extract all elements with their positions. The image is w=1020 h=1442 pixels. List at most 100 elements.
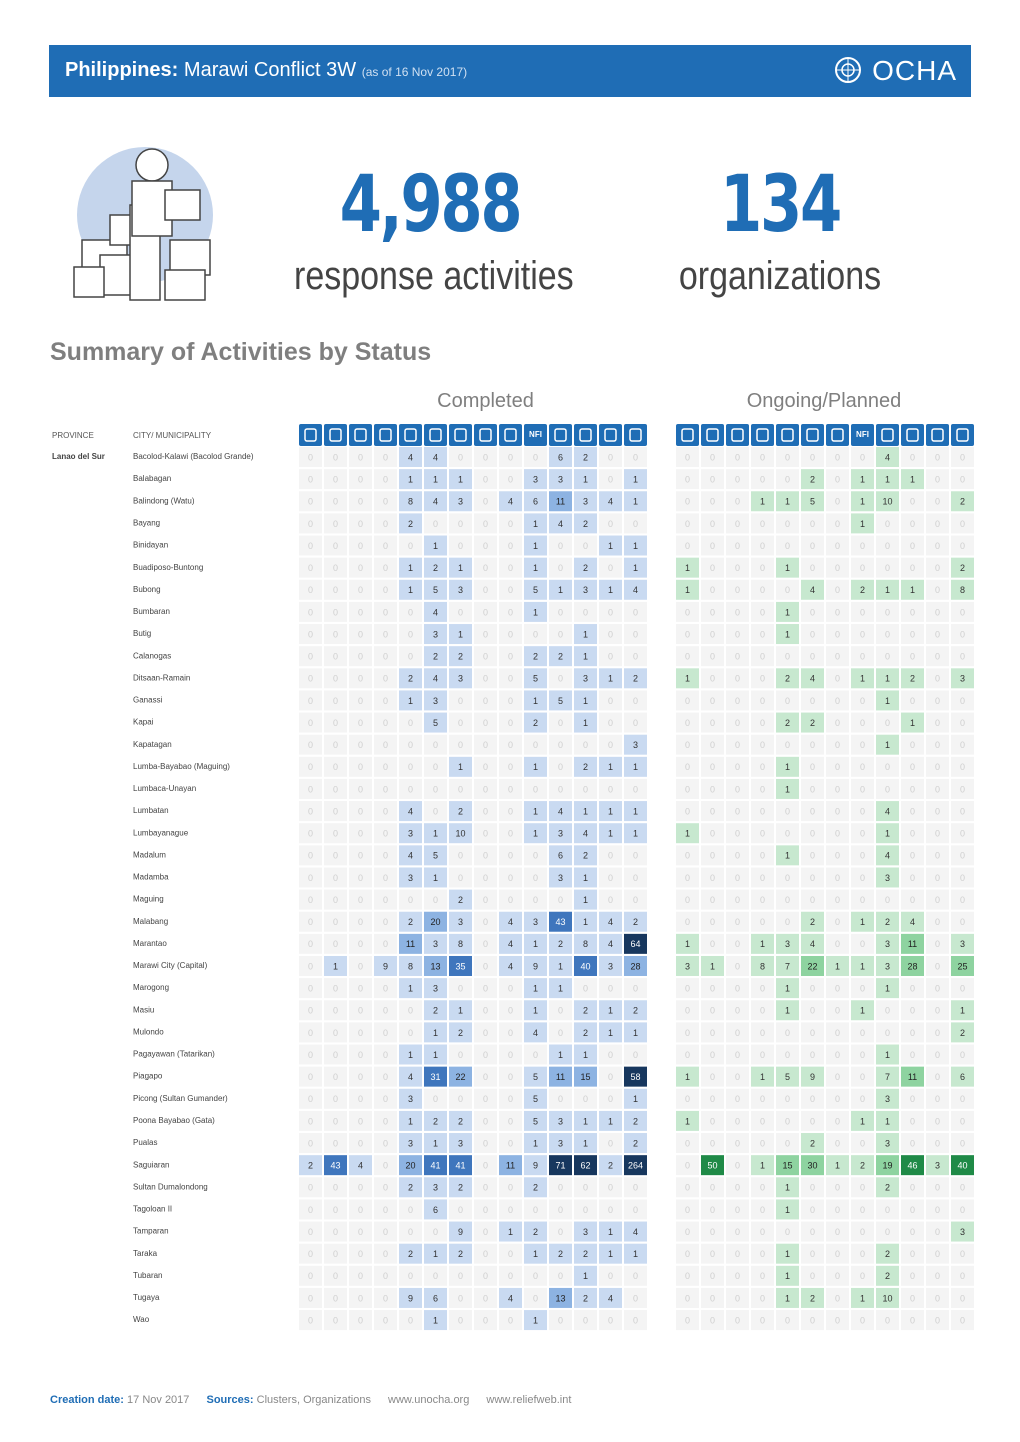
cell xyxy=(775,910,800,933)
icon xyxy=(751,424,774,446)
cell-value: 0 xyxy=(835,607,840,617)
cell xyxy=(398,623,423,646)
cell xyxy=(398,777,423,800)
cell xyxy=(875,755,900,778)
cell xyxy=(950,822,975,845)
cell-value: 0 xyxy=(935,1094,940,1104)
cell xyxy=(523,954,548,977)
cell xyxy=(675,667,700,690)
cell-value: 0 xyxy=(860,1138,865,1148)
cell xyxy=(473,623,498,646)
icon xyxy=(424,424,447,446)
cell-value: 0 xyxy=(308,652,313,662)
cell-value: 0 xyxy=(710,1205,715,1215)
cell-value: 0 xyxy=(383,829,388,839)
cell xyxy=(875,468,900,491)
cell xyxy=(298,645,323,668)
cell-value: 0 xyxy=(508,873,513,883)
cell-value: 0 xyxy=(483,585,488,595)
cell-value: 0 xyxy=(735,1072,740,1082)
cell xyxy=(323,1309,348,1332)
cell-value: 1 xyxy=(533,762,538,772)
cell-value: 0 xyxy=(383,1161,388,1171)
cell xyxy=(448,1286,473,1309)
cell xyxy=(623,932,648,955)
cell-value: 0 xyxy=(710,1028,715,1038)
cell-value: 0 xyxy=(483,563,488,573)
cell xyxy=(775,623,800,646)
city-label: Mulondo xyxy=(133,1027,164,1036)
cell-value: 0 xyxy=(685,475,690,485)
cell xyxy=(800,910,825,933)
cell-value: 1 xyxy=(608,1227,613,1237)
cell-value: 0 xyxy=(710,718,715,728)
cell-value: 0 xyxy=(358,475,363,485)
cell xyxy=(523,1087,548,1110)
cell-value: 0 xyxy=(333,784,338,794)
cell-value: 0 xyxy=(508,1315,513,1325)
city-label: Lumbaca-Unayan xyxy=(133,784,196,793)
cell xyxy=(498,556,523,579)
cell-value: 1 xyxy=(860,917,865,927)
cell-value: 0 xyxy=(835,873,840,883)
footer-link[interactable]: www.reliefweb.int xyxy=(486,1394,572,1406)
cell-value: 0 xyxy=(735,762,740,772)
cell-value: 0 xyxy=(558,1183,563,1193)
cell-value: 0 xyxy=(483,1271,488,1281)
cell-value: 1 xyxy=(533,541,538,551)
cell-value: 0 xyxy=(860,806,865,816)
icon xyxy=(574,424,597,446)
cell xyxy=(750,512,775,535)
cell xyxy=(623,446,648,468)
cell-value: 9 xyxy=(408,1293,413,1303)
cell-value: 0 xyxy=(735,1249,740,1259)
cell xyxy=(298,490,323,513)
logo: OCHA xyxy=(833,55,957,87)
cell xyxy=(573,1065,598,1088)
cell-value: 1 xyxy=(785,563,790,573)
cell xyxy=(448,689,473,712)
cell-value: 0 xyxy=(333,873,338,883)
cell xyxy=(775,1132,800,1155)
cell xyxy=(800,888,825,911)
cell xyxy=(348,1109,373,1132)
cell xyxy=(900,645,925,668)
cell-value: 3 xyxy=(960,939,965,949)
cell-value: 10 xyxy=(455,829,465,839)
cell xyxy=(423,977,448,1000)
cell-value: 4 xyxy=(408,452,413,462)
cell-value: 1 xyxy=(910,585,915,595)
footer-link[interactable]: www.unocha.org xyxy=(388,1394,470,1406)
cell xyxy=(675,1154,700,1177)
cell xyxy=(448,556,473,579)
cell-value: 0 xyxy=(935,563,940,573)
cell xyxy=(850,1043,875,1066)
cell xyxy=(398,932,423,955)
title-date: (as of 16 Nov 2017) xyxy=(361,65,468,79)
cell-value: 0 xyxy=(810,806,815,816)
cell xyxy=(373,1087,398,1110)
cell xyxy=(473,977,498,1000)
cell xyxy=(523,1176,548,1199)
cell xyxy=(323,866,348,889)
cell-value: 4 xyxy=(433,452,438,462)
cell-value: 1 xyxy=(558,961,563,971)
cell xyxy=(348,667,373,690)
cell-value: 7 xyxy=(885,1072,890,1082)
cell xyxy=(448,910,473,933)
cell xyxy=(750,932,775,955)
cell-value: 4 xyxy=(408,806,413,816)
cell-value: 0 xyxy=(383,784,388,794)
cell xyxy=(900,1021,925,1044)
cell xyxy=(523,888,548,911)
cell xyxy=(850,1220,875,1243)
cell xyxy=(423,844,448,867)
cell xyxy=(950,556,975,579)
cell-value: 11 xyxy=(908,1072,917,1082)
cell-value: 0 xyxy=(633,851,638,861)
cell xyxy=(700,600,725,623)
cell xyxy=(675,977,700,1000)
cell-value: 0 xyxy=(860,895,865,905)
cell-value: 0 xyxy=(785,895,790,905)
cell-value: 0 xyxy=(735,1116,740,1126)
